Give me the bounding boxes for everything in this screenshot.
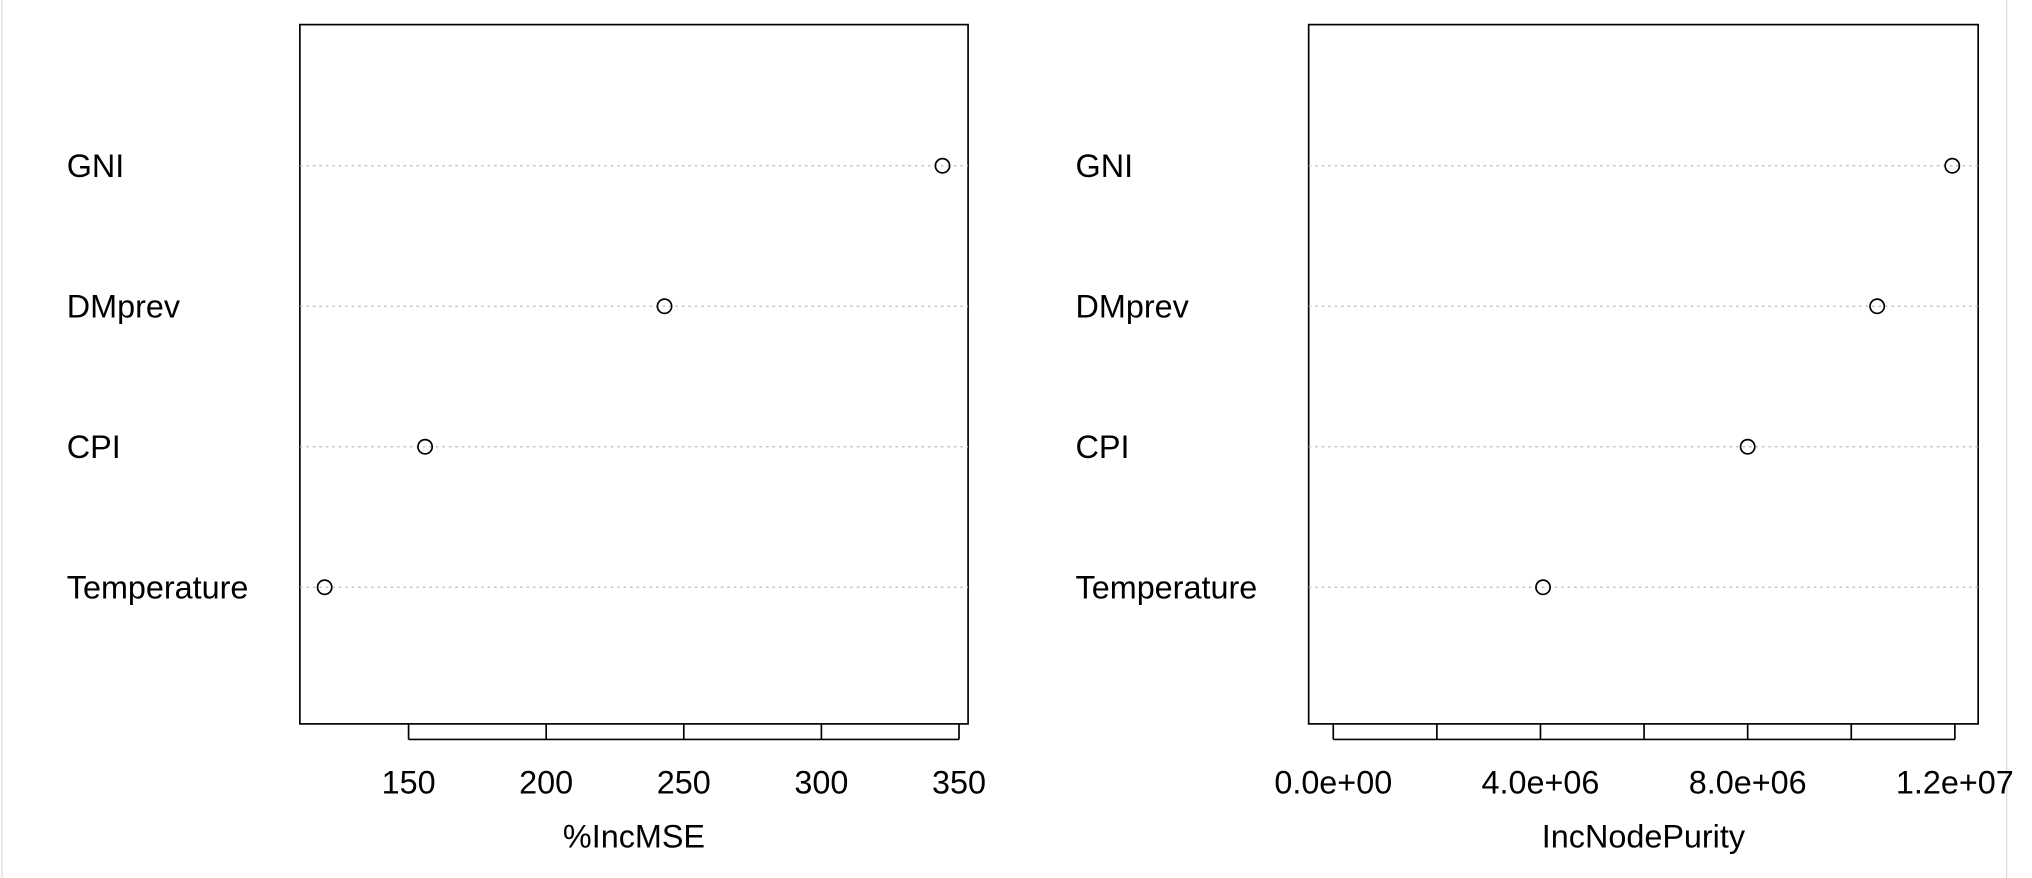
- plot-box: [1307, 23, 1980, 725]
- x-tick-label: 4.0e+06: [1482, 764, 1600, 800]
- dot: [934, 157, 951, 174]
- category-label: CPI: [67, 429, 121, 465]
- dot: [417, 438, 434, 455]
- category-label: GNI: [1076, 148, 1134, 184]
- x-tick-label: 150: [382, 764, 436, 800]
- x-tick-label: 350: [932, 764, 986, 800]
- x-tick-label: 300: [794, 764, 848, 800]
- dot: [1739, 438, 1756, 455]
- dot: [1944, 157, 1961, 174]
- dot: [1535, 579, 1552, 596]
- category-label: Temperature: [1076, 569, 1258, 605]
- category-label: DMprev: [1076, 288, 1190, 324]
- dot: [1869, 298, 1886, 315]
- dot: [316, 579, 333, 596]
- category-label: CPI: [1076, 429, 1130, 465]
- x-tick-label: 8.0e+06: [1689, 764, 1807, 800]
- x-tick-label: 0.0e+00: [1274, 764, 1392, 800]
- x-tick-label: 1.2e+07: [1896, 764, 2014, 800]
- category-label: Temperature: [67, 569, 249, 605]
- x-tick-label: 200: [519, 764, 573, 800]
- category-label: DMprev: [67, 288, 181, 324]
- x-axis-label: %IncMSE: [563, 819, 705, 855]
- category-label: GNI: [67, 148, 125, 184]
- plot-box: [299, 23, 969, 725]
- x-axis-label: IncNodePurity: [1542, 819, 1746, 855]
- dot: [656, 298, 673, 315]
- x-tick-label: 250: [657, 764, 711, 800]
